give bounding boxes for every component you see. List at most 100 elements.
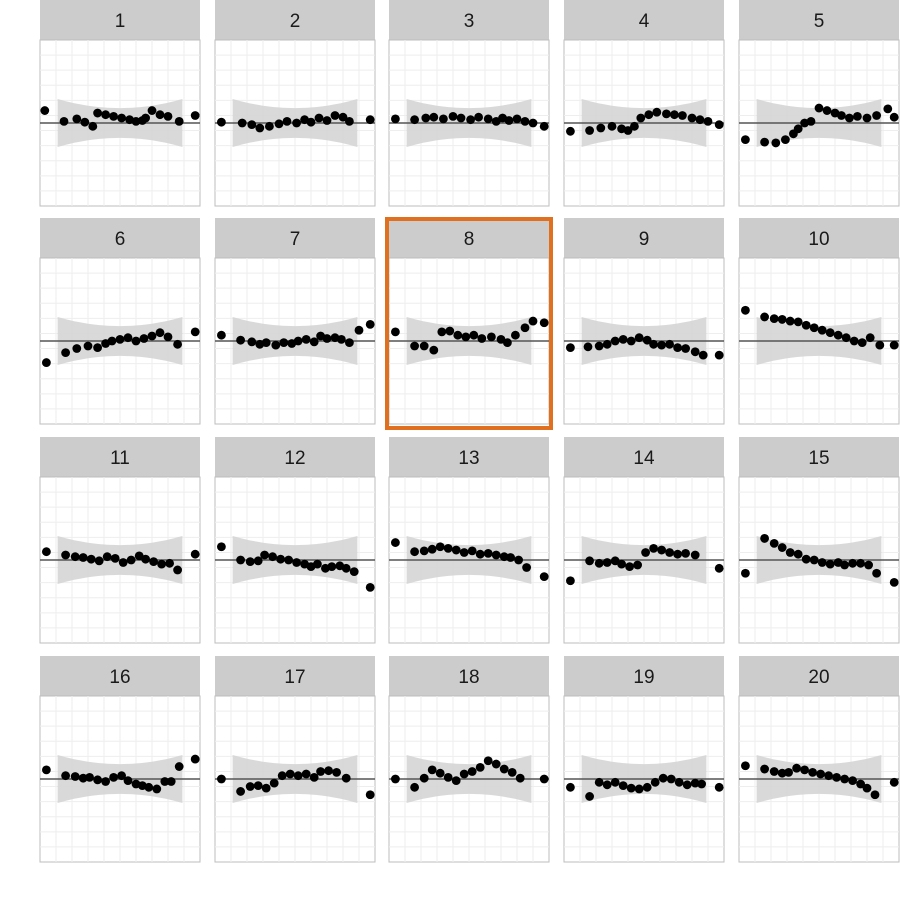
data-point [461,332,471,342]
data-point [78,553,88,562]
data-point [253,781,263,791]
data-point [72,114,82,124]
data-point [566,576,575,586]
data-point [511,330,520,340]
data-point [306,117,316,127]
data-point [875,340,885,350]
data-point [268,552,277,562]
data-point [515,773,525,783]
data-point [650,777,660,787]
data-point [217,117,226,127]
panel-9: 9 [563,218,725,425]
data-point [255,123,265,133]
data-point [330,111,340,120]
data-point [59,116,69,126]
data-point [435,768,445,778]
data-point [42,765,51,775]
panel-label: 6 [115,229,126,250]
data-point [872,111,881,120]
data-point [714,120,724,130]
data-point [503,338,512,348]
data-point [662,109,671,119]
data-point [131,336,141,346]
data-point [147,331,157,341]
panel-label: 14 [633,448,655,469]
data-point [42,358,51,367]
data-point [649,543,658,553]
data-point [539,121,549,131]
data-point [70,552,80,562]
data-point [528,118,538,128]
data-point [332,767,341,777]
data-point [123,776,133,786]
panel-strip [739,218,899,258]
data-point [269,778,279,788]
data-point [832,772,841,782]
data-point [102,552,112,562]
data-point [174,116,184,126]
data-point [889,112,899,122]
data-point [690,778,700,788]
data-point [314,113,324,123]
data-point [633,560,642,570]
panel-12: 12 [214,437,376,644]
data-point [391,774,400,784]
panel-strip [564,218,724,258]
data-point [217,774,226,784]
panel-label: 15 [808,448,829,469]
data-point [316,767,325,776]
data-point [504,116,514,125]
data-point [678,111,687,120]
panel-gridlines [40,477,200,643]
data-point [261,338,271,348]
data-point [816,769,825,779]
data-point [824,771,833,781]
data-point [760,764,769,774]
data-point [698,350,708,360]
data-point [115,334,125,344]
panel-strip [389,218,549,258]
data-point [421,113,431,123]
data-point [93,775,102,785]
data-point [793,549,803,559]
data-point [777,315,787,324]
data-point [427,544,437,554]
data-point [391,327,400,337]
data-point [365,790,375,800]
data-point [292,118,301,128]
data-point [644,110,654,120]
data-point [566,126,575,136]
data-point [539,572,549,581]
data-point [809,555,819,565]
data-point [506,553,515,562]
data-point [94,556,104,566]
data-point [61,771,70,781]
data-point [419,546,429,556]
data-point [163,332,173,342]
data-point [673,549,682,559]
data-point [293,336,303,346]
panel-strip [739,437,899,477]
data-point [190,549,200,559]
data-point [801,554,811,564]
data-point [466,115,475,125]
data-point [301,769,311,779]
data-point [594,341,604,351]
data-point [682,780,692,790]
data-point [889,340,899,350]
data-point [784,767,793,777]
data-point [666,774,676,784]
data-point [872,568,881,578]
data-point [163,111,173,121]
data-point [800,765,809,775]
data-point [760,137,769,147]
panel-4: 4 [563,0,725,207]
data-point [475,549,485,559]
data-point [155,328,165,338]
data-point [618,334,628,344]
data-point [237,118,247,128]
data-point [483,548,493,558]
data-point [445,326,455,336]
panel-strip [739,0,899,40]
panel-strip [40,218,200,258]
